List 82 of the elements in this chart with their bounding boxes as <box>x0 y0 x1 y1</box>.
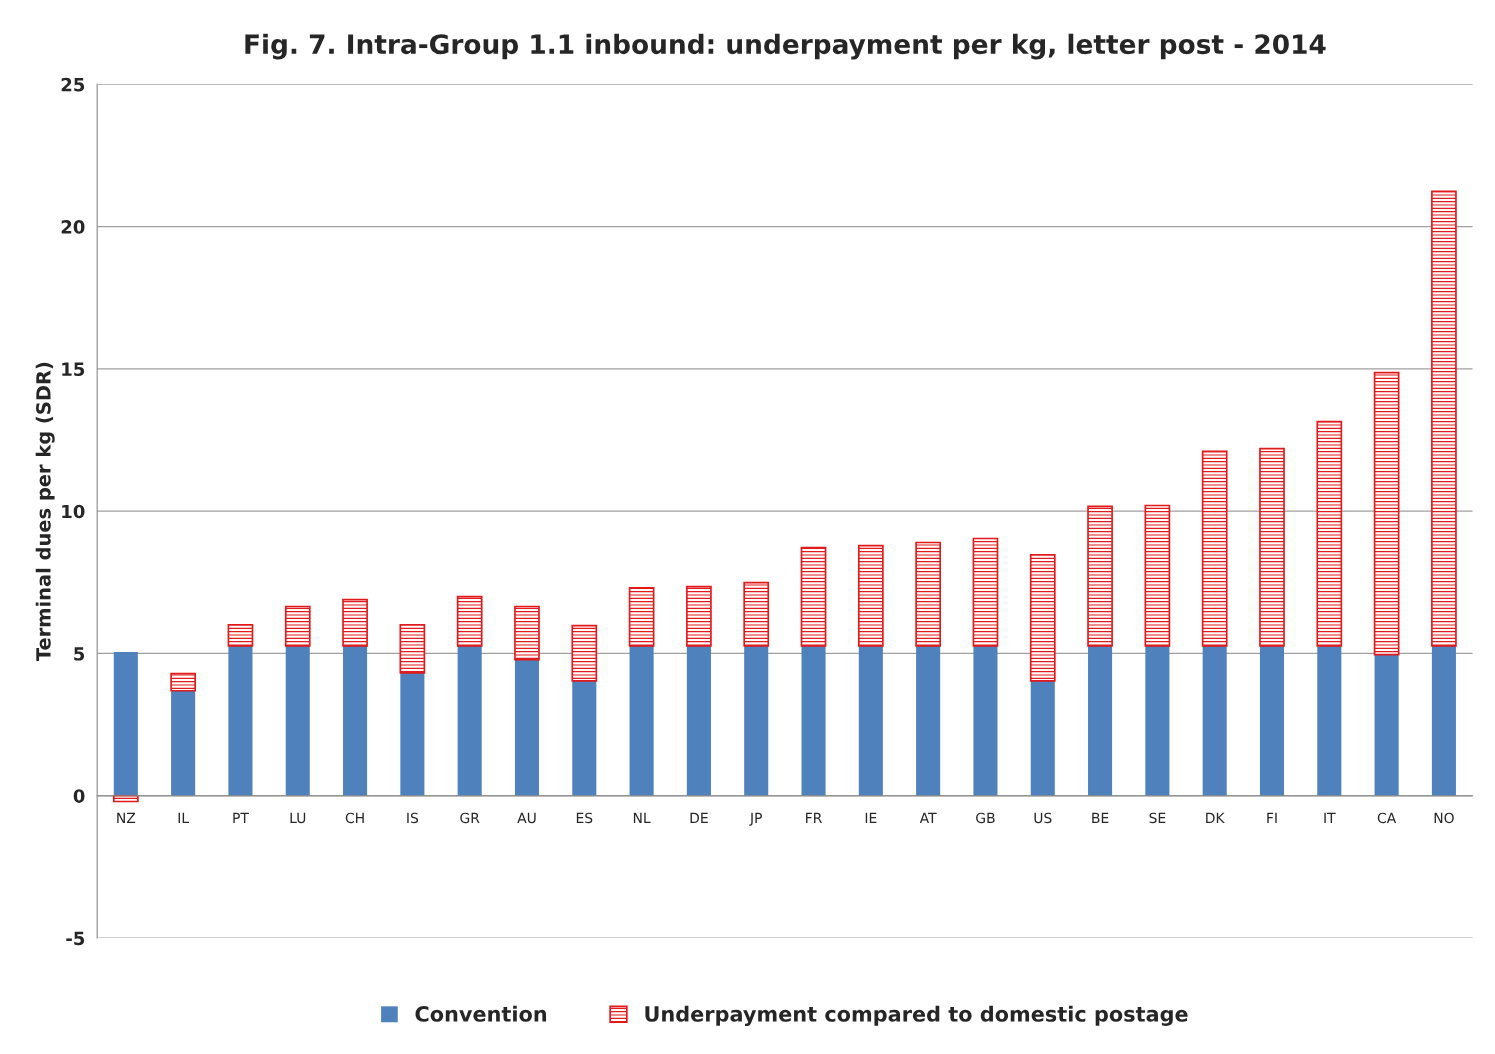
x-tick-label: GR <box>460 812 480 824</box>
y-tick-label: 20 <box>61 220 85 234</box>
bar <box>457 645 482 796</box>
y-tick-label: 0 <box>73 789 85 803</box>
y-tick-label: 5 <box>74 647 85 661</box>
bar <box>1202 645 1227 796</box>
x-tick-label: IT <box>1324 812 1336 823</box>
bar <box>915 541 942 647</box>
bar <box>228 645 253 796</box>
bar <box>858 645 883 796</box>
bar <box>572 680 597 796</box>
bar <box>456 595 483 647</box>
bar <box>1316 420 1343 647</box>
y-tick-label: 25 <box>61 77 85 92</box>
x-tick-label: NL <box>633 812 651 823</box>
bar <box>1374 654 1399 796</box>
x-tick-label: SE <box>1149 812 1166 824</box>
x-tick-label: GB <box>976 812 995 824</box>
bar <box>1087 505 1113 647</box>
bar <box>1431 190 1457 647</box>
bar <box>571 624 598 682</box>
bar <box>916 645 941 796</box>
bar <box>1029 553 1056 682</box>
y-axis-title: Terminal dues per kg (SDR) <box>35 362 55 662</box>
x-tick-label: FR <box>806 812 822 823</box>
bar <box>170 672 197 692</box>
x-tick-label: US <box>1034 812 1052 824</box>
bar <box>514 605 540 661</box>
x-tick-label: NO <box>1434 812 1454 824</box>
x-tick-label: ES <box>576 812 593 824</box>
bar <box>973 645 998 796</box>
x-tick-label: IL <box>178 812 189 823</box>
bar <box>1144 504 1171 647</box>
x-tick-label: JP <box>749 812 762 826</box>
x-tick-label: AT <box>919 812 937 823</box>
bar <box>1259 447 1285 647</box>
bar <box>857 544 884 647</box>
bar <box>400 672 425 796</box>
bar <box>801 645 826 796</box>
chart-title: Fig. 7. Intra-Group 1.1 inbound: underpayment per kg, letter post - 2014 <box>245 33 1326 60</box>
x-tick-label: CA <box>1377 812 1397 824</box>
bar <box>686 645 711 796</box>
bar <box>629 645 654 796</box>
bar <box>113 652 138 796</box>
bar <box>514 659 540 796</box>
x-tick-label: NZ <box>117 812 136 823</box>
bar <box>1088 645 1113 796</box>
bar <box>342 598 368 647</box>
x-tick-label: PT <box>233 812 249 823</box>
bar <box>1145 645 1170 796</box>
bar <box>686 585 712 647</box>
bar <box>1201 450 1228 647</box>
legend-label: Convention <box>415 1005 547 1022</box>
legend-label: Underpayment compared to domestic postage <box>645 1005 1188 1027</box>
y-tick-label: -5 <box>66 931 85 946</box>
bar <box>227 623 254 647</box>
x-tick-label: AU <box>517 812 536 824</box>
bar <box>800 546 827 647</box>
bar <box>743 581 770 647</box>
x-tick-label: FI <box>1267 812 1277 823</box>
y-tick-label: 10 <box>62 504 85 519</box>
bar <box>1431 645 1456 796</box>
x-tick-label: DK <box>1206 812 1225 823</box>
x-tick-label: CH <box>345 812 364 824</box>
bar <box>399 623 426 674</box>
x-tick-label: DE <box>690 812 708 823</box>
bar <box>343 645 368 796</box>
bar <box>628 586 655 647</box>
bar <box>171 690 196 796</box>
bar <box>284 605 311 647</box>
x-tick-label: IE <box>865 812 877 823</box>
x-tick-label: IS <box>407 812 419 824</box>
bar <box>1030 680 1055 796</box>
bar <box>1373 371 1400 656</box>
y-tick-label: 15 <box>62 362 85 377</box>
x-tick-label: LU <box>290 812 306 824</box>
x-tick-label: BE <box>1092 812 1109 823</box>
bar <box>1259 645 1285 796</box>
bar <box>972 537 999 647</box>
bar <box>744 645 769 796</box>
bar <box>285 645 310 796</box>
bar <box>1317 645 1342 796</box>
